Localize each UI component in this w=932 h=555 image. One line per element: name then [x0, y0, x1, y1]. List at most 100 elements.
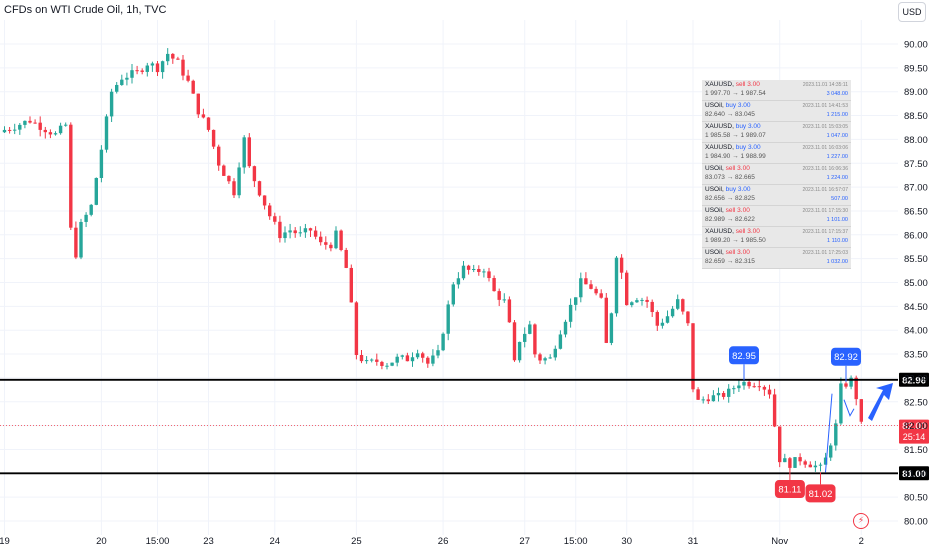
y-tick-label: 83.00: [904, 373, 928, 384]
flash-icon[interactable]: ⚡: [853, 513, 869, 529]
candle-body: [604, 297, 608, 343]
candle-body: [278, 221, 282, 239]
candle-body: [395, 356, 399, 363]
trade-prices: 1 997.70 → 1 987.54: [705, 89, 848, 98]
trade-prices: 1 984.90 → 1 988.99: [705, 152, 848, 161]
candle-body: [53, 133, 58, 135]
candle-body: [48, 132, 53, 135]
y-tick-label: 81.00: [904, 469, 928, 480]
candle-body: [390, 362, 394, 366]
candle-body: [701, 399, 705, 401]
candle-body: [94, 177, 98, 205]
candle-body: [594, 288, 598, 294]
trade-history-panel: XAUUSD, sell 3.00 1 997.70 → 1 987.54 2023…: [702, 80, 851, 269]
candle-body: [354, 302, 359, 356]
candle-body: [487, 271, 491, 279]
callout-label: 81.11: [778, 485, 801, 496]
trade-header: XAUUSD, sell 3.00: [705, 81, 848, 89]
trade-row: XAUUSD, sell 3.00 1 997.70 → 1 987.54 2023…: [702, 80, 851, 101]
candle-body: [375, 359, 379, 362]
candle-body: [477, 268, 481, 272]
candle-body: [502, 299, 506, 301]
candle-body: [456, 278, 461, 285]
candle-body: [813, 465, 818, 468]
y-tick-label: 88.00: [904, 135, 928, 146]
trade-close-price: 1 985.50: [740, 237, 766, 244]
trade-side: sell 3.00: [725, 207, 750, 214]
candle-body: [461, 265, 466, 279]
candle-body: [385, 365, 389, 367]
x-tick-label: 15:00: [146, 536, 170, 547]
callout-label: 81.02: [809, 489, 833, 500]
candle-body: [676, 299, 680, 309]
candle-body: [186, 75, 190, 81]
candle-body: [650, 301, 654, 313]
candle-body: [716, 392, 721, 396]
candle-body: [125, 77, 129, 80]
candle-body: [706, 399, 710, 402]
candle-body: [84, 214, 88, 222]
trade-profit: 1 047.00: [826, 133, 848, 139]
trade-close-price: 1 987.54: [740, 90, 766, 97]
trade-side: buy 3.00: [725, 102, 751, 109]
candle-body: [645, 299, 649, 302]
candle-body: [834, 423, 838, 446]
arrow-right-icon: →: [724, 174, 736, 181]
x-tick-label: 27: [519, 536, 530, 547]
y-tick-label: 90.00: [904, 40, 928, 51]
candle-body: [303, 228, 308, 233]
y-tick-label: 83.50: [904, 350, 928, 361]
callout-box: [729, 346, 759, 365]
y-tick-label: 85.00: [904, 278, 928, 289]
trade-profit: 1 224.00: [826, 175, 848, 181]
trade-side: sell 3.00: [735, 81, 760, 88]
candle-body: [257, 181, 262, 196]
trade-symbol: XAUUSD,: [705, 123, 736, 130]
candle-body: [538, 354, 542, 361]
annotation-layer: 82.95 82.92 81.11 81.02: [729, 346, 893, 503]
candle-body: [109, 91, 114, 117]
candle-body: [829, 445, 833, 458]
candle-body: [69, 124, 73, 228]
candle-body: [421, 353, 425, 358]
candle-body: [349, 267, 353, 303]
trade-header: XAUUSD, buy 3.00: [705, 123, 848, 131]
candle-body: [823, 457, 828, 465]
arrow-right-icon: →: [730, 237, 741, 244]
candle-body: [472, 268, 476, 270]
trade-open-price: 83.073: [705, 174, 725, 181]
candle-body: [426, 357, 430, 364]
candle-body: [120, 79, 124, 85]
candle-body: [135, 70, 139, 72]
trade-time: 2023.11.01 16:03:06: [802, 145, 848, 151]
candle-body: [206, 117, 211, 130]
candle-body: [451, 284, 455, 305]
trade-prices: 82.989 → 82.622: [705, 215, 848, 224]
candle-body: [727, 388, 731, 397]
candle-body: [104, 116, 109, 150]
trade-header: XAUUSD, sell 3.00: [705, 228, 848, 236]
candle-body: [211, 129, 216, 147]
candle-body: [778, 426, 782, 463]
trade-prices: 82.659 → 82.315: [705, 257, 848, 266]
trade-close-price: 82.315: [735, 258, 755, 265]
candle-body: [686, 311, 690, 324]
candle-body: [115, 84, 119, 92]
candle-body: [329, 244, 333, 249]
trade-time: 2023.11.01 17:15:30: [802, 208, 848, 214]
candle-body: [732, 388, 736, 390]
candle-body: [543, 358, 547, 361]
candle-body: [359, 355, 364, 362]
last-price-tag: [899, 419, 929, 444]
candle-body: [859, 399, 863, 422]
currency-button[interactable]: USD: [898, 2, 926, 22]
candle-body: [313, 230, 318, 237]
level-price-tag: [899, 466, 929, 481]
candle-body: [89, 204, 93, 215]
trade-time: 2023.11.01 17:25:03: [802, 250, 848, 256]
trade-row: XAUUSD, buy 3.00 1 984.90 → 1 988.99 2023.…: [702, 143, 851, 164]
y-tick-label: 84.00: [904, 326, 928, 337]
time-axis: 19 20 15:00 23 24 25 26 27 15:00 30 31 Nov 2: [0, 536, 864, 547]
